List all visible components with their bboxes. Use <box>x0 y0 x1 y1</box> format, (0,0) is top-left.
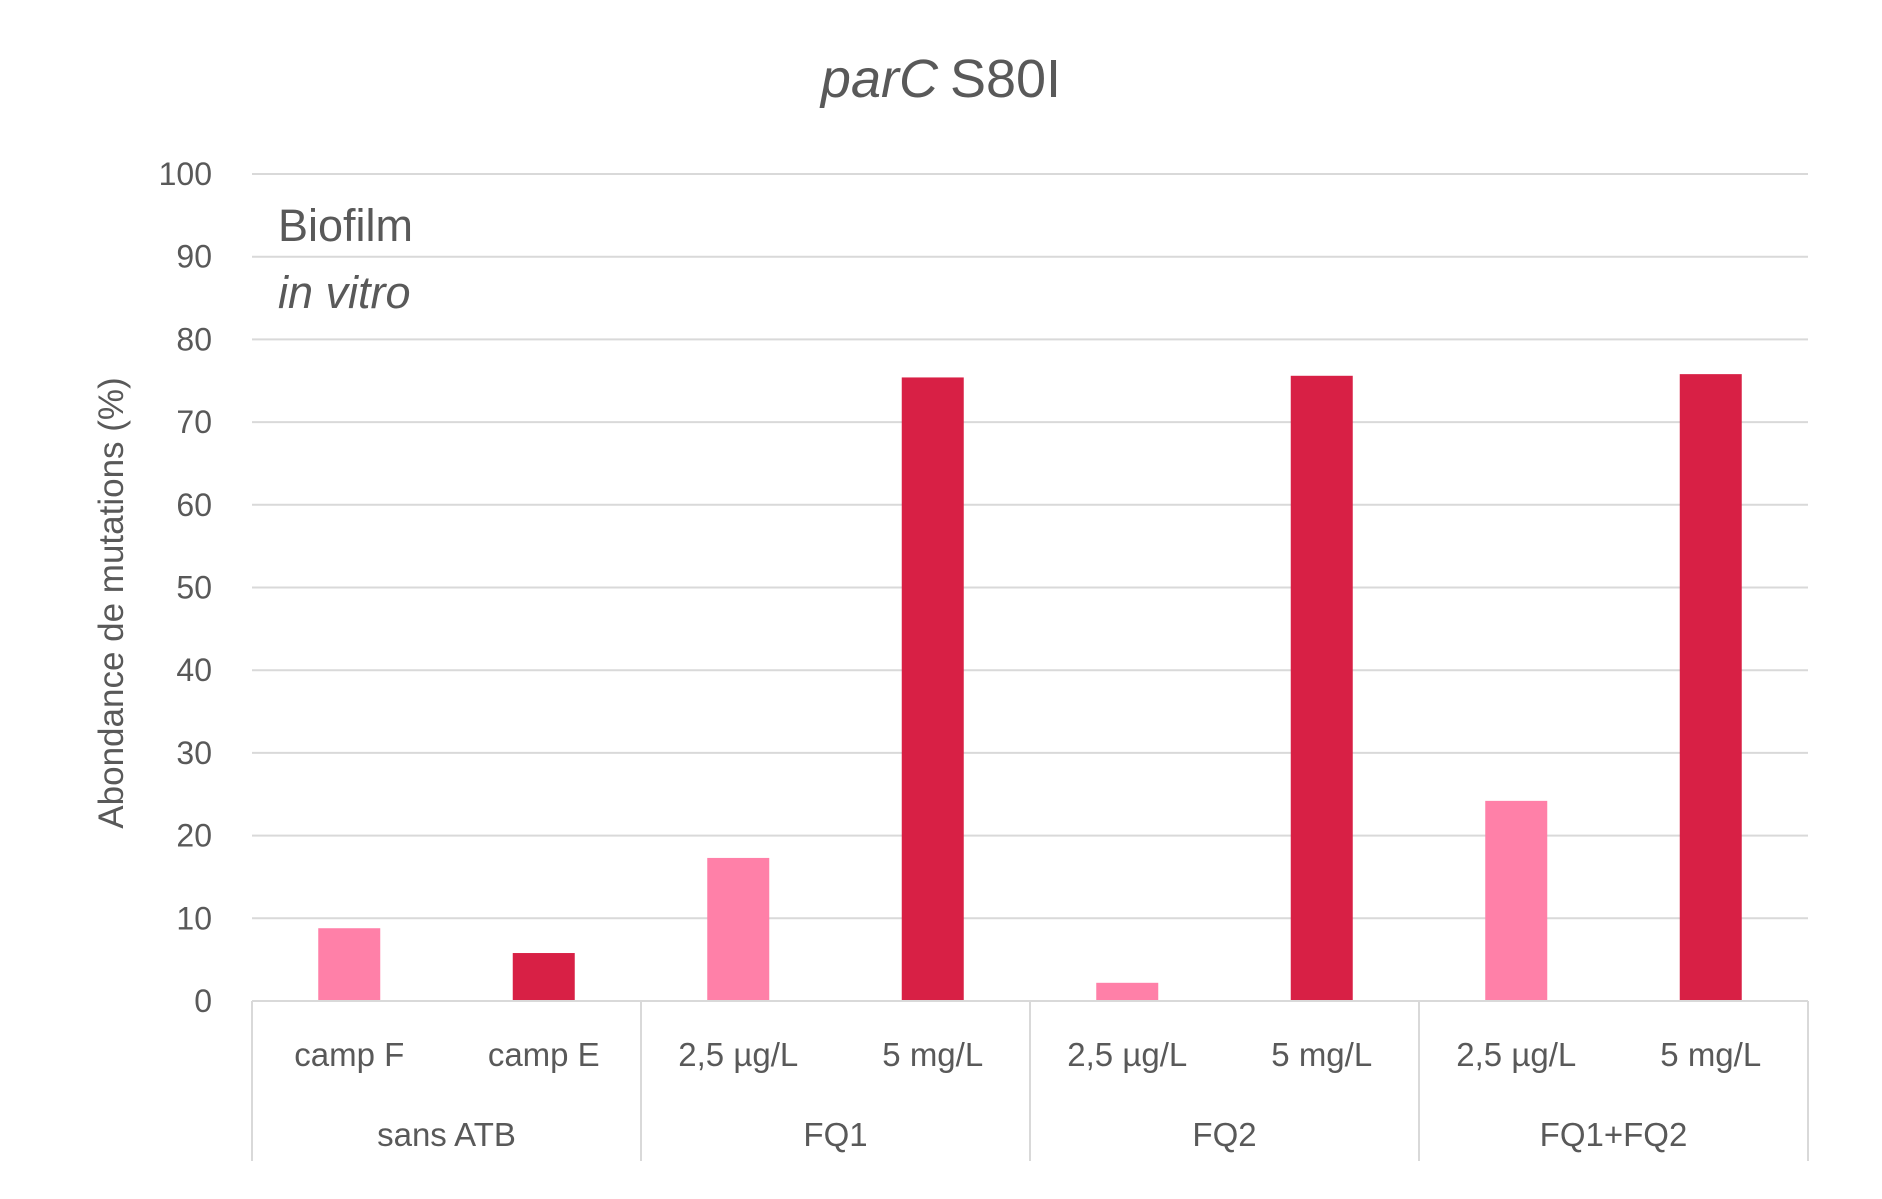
x-category-label: 2,5 µg/L <box>1067 1036 1187 1073</box>
chart-title-italic: parC <box>819 49 939 109</box>
bar <box>1290 375 1353 1002</box>
bar <box>707 857 770 1001</box>
y-tick-label: 90 <box>176 239 212 275</box>
x-group-label: FQ1+FQ2 <box>1540 1116 1688 1153</box>
chart-title: parC S80I <box>819 49 1061 109</box>
x-category-label: camp E <box>488 1036 600 1073</box>
bar <box>318 928 381 1001</box>
y-tick-label: 60 <box>176 487 212 523</box>
x-group-label: FQ1 <box>803 1116 867 1153</box>
y-tick-label: 100 <box>159 156 212 192</box>
bar <box>1485 800 1548 1001</box>
x-category-label: camp F <box>294 1036 404 1073</box>
x-category-label: 2,5 µg/L <box>1456 1036 1576 1073</box>
x-category-label: 5 mg/L <box>1660 1036 1761 1073</box>
gridlines <box>252 173 1808 920</box>
y-axis-label: Abondance de mutations (%) <box>92 377 131 828</box>
y-tick-label: 30 <box>176 735 212 771</box>
bar <box>512 953 575 1001</box>
bar <box>1679 374 1742 1001</box>
x-category-label: 5 mg/L <box>882 1036 983 1073</box>
y-tick-label: 50 <box>176 570 212 606</box>
annotation-in-vitro: in vitro <box>278 267 411 318</box>
x-category-label: 2,5 µg/L <box>678 1036 798 1073</box>
chart-title-rest: S80I <box>950 49 1061 109</box>
bars <box>318 374 1742 1002</box>
bar <box>1096 982 1159 1001</box>
x-group-label: sans ATB <box>377 1116 516 1153</box>
y-axis-ticks: 0 10 20 30 40 50 60 70 80 90 100 <box>159 156 212 1019</box>
y-tick-label: 10 <box>176 900 212 936</box>
y-tick-label: 80 <box>176 321 212 357</box>
x-group-label: FQ2 <box>1192 1116 1256 1153</box>
y-tick-label: 40 <box>176 652 212 688</box>
x-category-label: 5 mg/L <box>1271 1036 1372 1073</box>
y-tick-label: 70 <box>176 404 212 440</box>
x-axis: camp F camp E sans ATB 2,5 µg/L 5 mg/L FQ1 2,5… <box>251 1000 1809 1161</box>
y-tick-label: 0 <box>194 983 212 1019</box>
annotation-biofilm: Biofilm <box>278 200 413 251</box>
bar <box>901 377 964 1001</box>
y-tick-label: 20 <box>176 818 212 854</box>
